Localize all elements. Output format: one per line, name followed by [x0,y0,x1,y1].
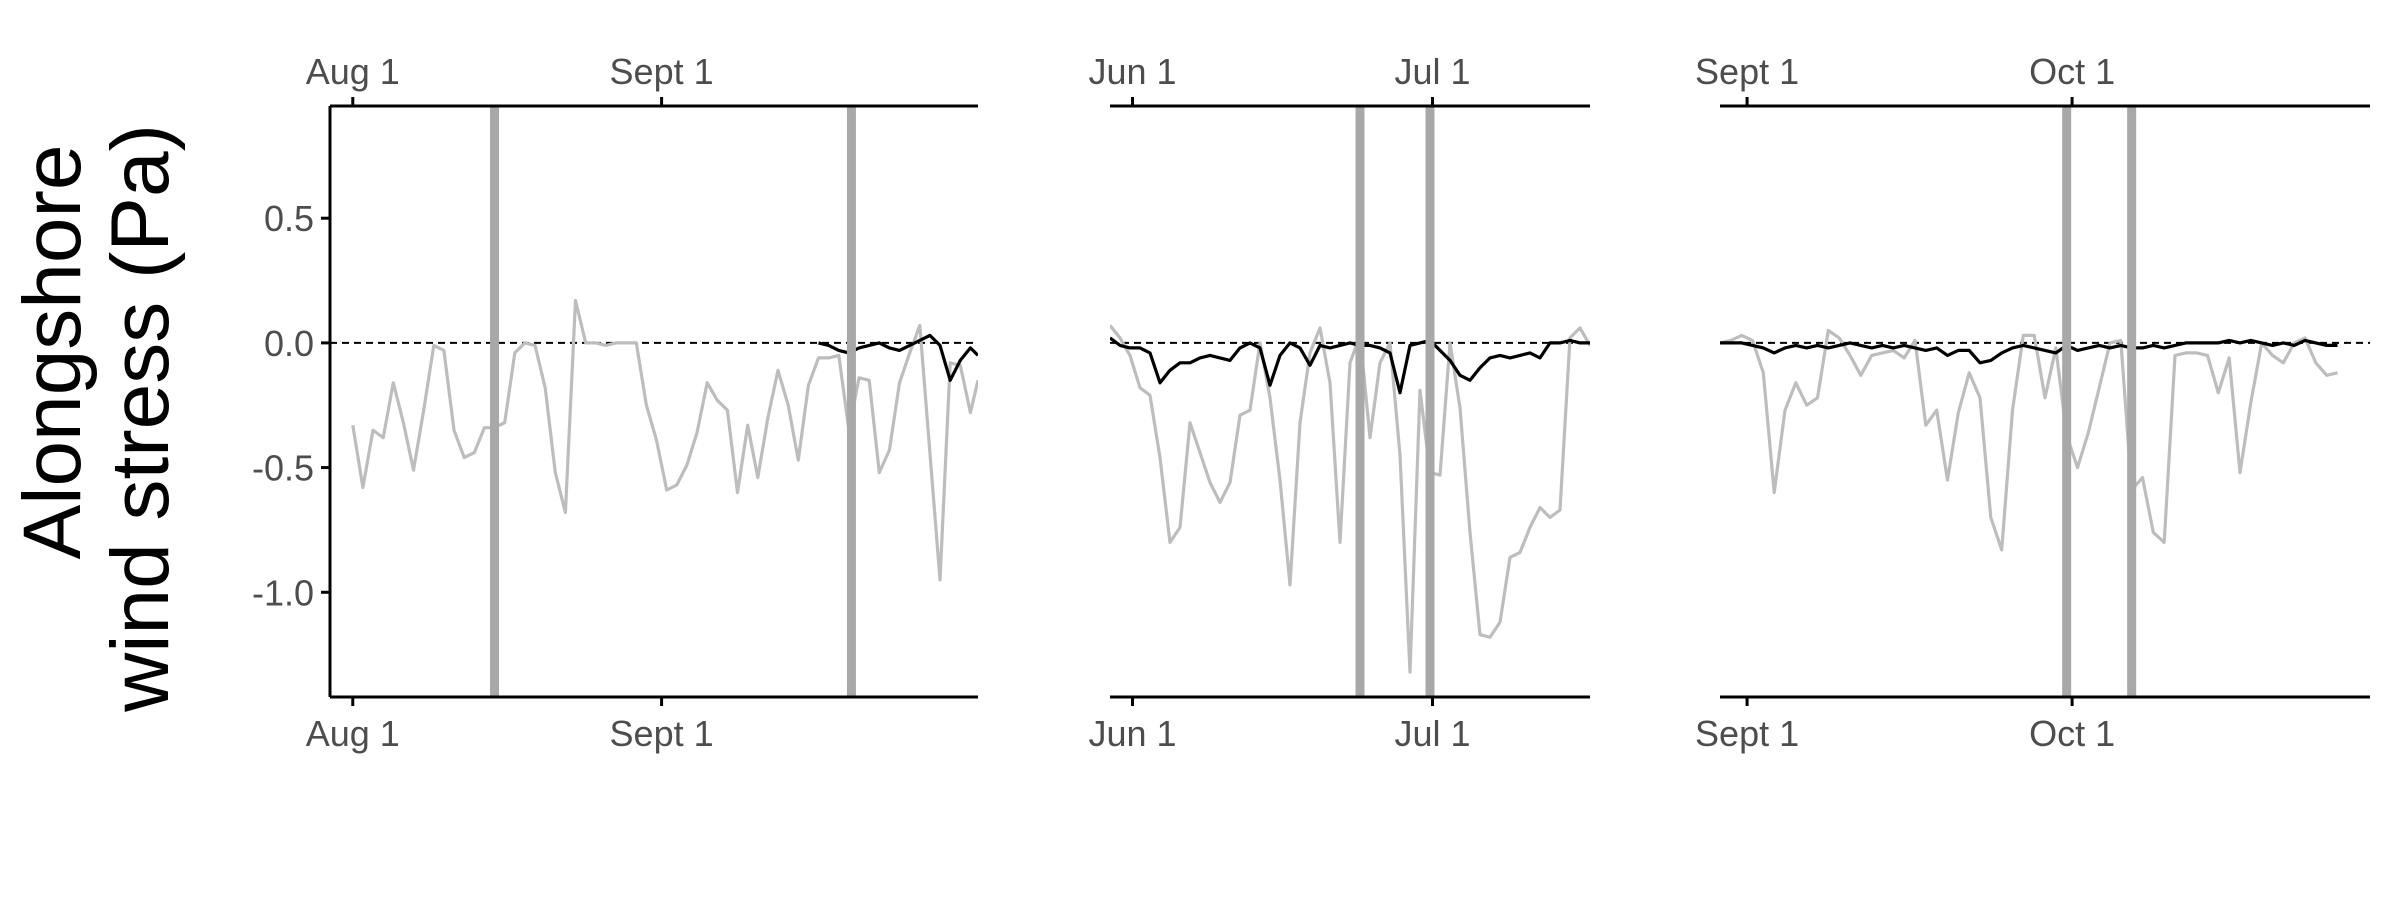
top-x-tick-label: Oct 1 [2029,51,2115,92]
top-x-tick-label: Jun 1 [1088,51,1176,92]
bottom-x-tick-label: Sept 1 [610,713,714,754]
plot-area [1720,328,2370,552]
panel-3: Sept 1 Sept 1 Oct 1 Oct 1 [1695,51,2370,754]
gray-series-line [1720,328,2338,552]
panels: Aug 1 Aug 1 Sept 1 Sept 1 0.5 0.0 -0.5 -1.0 Jun … [252,51,2370,754]
y-tick-label: 0.5 [264,198,314,239]
black-series-line [1110,336,1590,395]
y-axis-title: Alongshore wind stress (Pa) [7,124,186,713]
top-x-tick-label: Sept 1 [610,51,714,92]
bottom-x-tick-label: Jul 1 [1394,713,1470,754]
panel-2: Jun 1 Jun 1 Jul 1 Jul 1 [1088,51,1590,754]
y-tick-label: -0.5 [252,448,314,489]
bottom-x-tick-label: Aug 1 [306,713,400,754]
y-axis-title-line-2: wind stress (Pa) [95,124,186,713]
top-x-tick-label: Sept 1 [1695,51,1799,92]
black-series-line [818,333,978,382]
y-tick-label: -1.0 [252,572,314,613]
top-x-tick-label: Aug 1 [306,51,400,92]
y-tick-label: 0.0 [264,323,314,364]
plot-area [330,298,978,582]
black-series-line [1720,338,2338,365]
top-x-tick-label: Jul 1 [1394,51,1470,92]
bottom-x-tick-label: Oct 1 [2029,713,2115,754]
y-axis-title-line-1: Alongshore [7,145,98,560]
gray-series-line [1110,324,1590,674]
plot-area [1110,324,1590,674]
gray-series-line [351,298,978,582]
bottom-x-tick-label: Sept 1 [1695,713,1799,754]
panel-1: Aug 1 Aug 1 Sept 1 Sept 1 0.5 0.0 -0.5 -1.0 [252,51,978,754]
bottom-x-tick-label: Jun 1 [1088,713,1176,754]
